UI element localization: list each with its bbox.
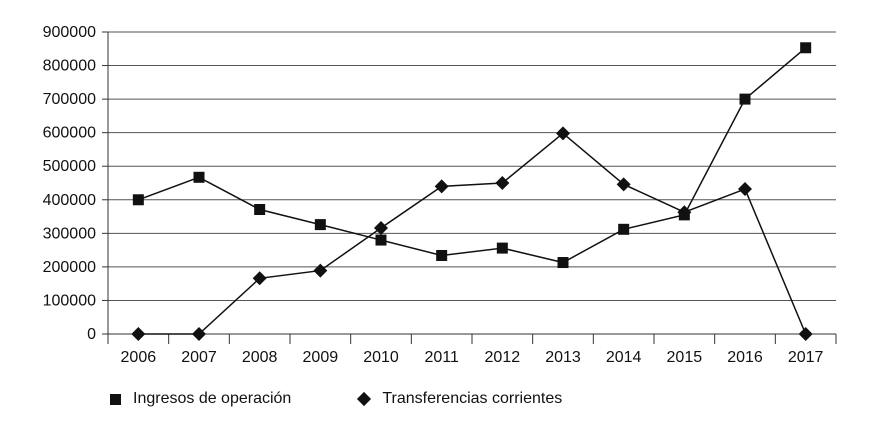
- y-tick-label: 200000: [43, 259, 96, 276]
- data-point-square: [314, 219, 326, 231]
- data-point-diamond: [495, 176, 510, 190]
- y-tick-label: 700000: [43, 91, 96, 108]
- data-point-square: [375, 234, 387, 246]
- data-point-diamond: [434, 179, 449, 194]
- data-point-square: [436, 249, 448, 261]
- square-marker-icon: [110, 393, 121, 405]
- gridlines: [108, 31, 836, 301]
- data-point-square: [132, 194, 144, 206]
- x-tick-label: 2017: [788, 349, 824, 366]
- x-tick-label: 2011: [424, 349, 459, 366]
- x-tick-label: 2014: [606, 349, 642, 366]
- data-point-diamond: [192, 327, 206, 341]
- legend-item-ingresos: Ingresos de operación: [110, 390, 291, 408]
- data-point-square: [800, 42, 812, 54]
- data-point-square: [496, 242, 508, 254]
- x-axis-tick-labels: 2006 2007 2008 2009 2010 2011 2012 2013 2014 2015…: [121, 349, 824, 366]
- legend-label-ingresos: Ingresos de operación: [133, 390, 292, 407]
- data-point-diamond: [677, 205, 692, 220]
- data-point-diamond: [374, 220, 388, 235]
- y-tick-label: 400000: [43, 192, 96, 209]
- series-markers: [131, 42, 813, 341]
- data-point-diamond: [252, 271, 267, 286]
- legend-label-transferencias: Transferencias corrientes: [382, 390, 563, 407]
- data-point-square: [557, 257, 569, 269]
- y-tick-label: 600000: [43, 125, 96, 142]
- data-point-diamond: [313, 263, 328, 278]
- data-point-square: [193, 171, 205, 183]
- y-tick-label: 100000: [43, 292, 96, 309]
- x-tick-label: 2015: [667, 349, 703, 366]
- series-line-ingresos: [138, 47, 807, 264]
- x-tick-label: 2008: [242, 349, 278, 366]
- x-tick-label: 2012: [485, 349, 521, 366]
- y-tick-label: 0: [87, 326, 96, 343]
- data-point-square: [254, 204, 266, 216]
- series-lines: [138, 47, 807, 335]
- y-axis-tick-labels: 0 100000 200000 300000 400000 500000 600000 700…: [43, 24, 96, 343]
- x-tick-label: 2016: [727, 349, 763, 366]
- y-tick-label: 500000: [43, 158, 96, 175]
- data-point-diamond: [556, 126, 570, 141]
- axes: [102, 31, 837, 344]
- data-point-square: [618, 223, 630, 235]
- x-tick-label: 2010: [363, 349, 399, 366]
- legend-item-transferencias: Transferencias corrientes: [357, 390, 563, 408]
- x-tick-label: 2007: [181, 349, 217, 366]
- y-tick-label: 300000: [43, 225, 96, 242]
- y-tick-label: 800000: [43, 58, 96, 75]
- legend: Ingresos de operación Transferencias cor…: [110, 390, 562, 408]
- y-tick-label: 900000: [43, 24, 96, 41]
- diamond-marker-icon: [357, 391, 372, 407]
- data-point-diamond: [798, 327, 813, 341]
- x-tick-label: 2013: [545, 349, 581, 366]
- data-point-square: [739, 93, 751, 105]
- data-point-diamond: [616, 177, 631, 192]
- data-point-diamond: [131, 327, 146, 341]
- data-point-diamond: [738, 182, 752, 197]
- x-tick-label: 2009: [303, 349, 339, 366]
- x-tick-label: 2006: [121, 349, 157, 366]
- series-line-transferencias: [138, 132, 807, 335]
